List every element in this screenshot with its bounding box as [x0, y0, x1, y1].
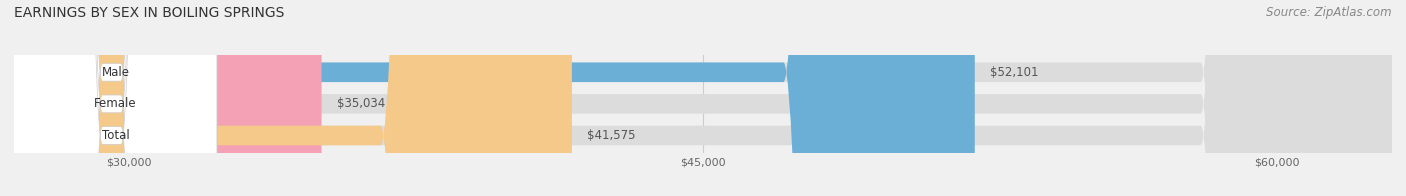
FancyBboxPatch shape	[14, 0, 572, 196]
Text: EARNINGS BY SEX IN BOILING SPRINGS: EARNINGS BY SEX IN BOILING SPRINGS	[14, 6, 284, 20]
FancyBboxPatch shape	[7, 0, 217, 196]
FancyBboxPatch shape	[14, 0, 322, 196]
FancyBboxPatch shape	[7, 0, 217, 196]
Text: $52,101: $52,101	[990, 66, 1039, 79]
Text: Male: Male	[101, 66, 129, 79]
FancyBboxPatch shape	[14, 0, 974, 196]
Text: Total: Total	[101, 129, 129, 142]
Text: Source: ZipAtlas.com: Source: ZipAtlas.com	[1267, 6, 1392, 19]
FancyBboxPatch shape	[14, 0, 1392, 196]
FancyBboxPatch shape	[14, 0, 1392, 196]
Text: Female: Female	[94, 97, 136, 110]
FancyBboxPatch shape	[7, 0, 217, 196]
FancyBboxPatch shape	[14, 0, 1392, 196]
Text: $35,034: $35,034	[337, 97, 385, 110]
Text: $41,575: $41,575	[588, 129, 636, 142]
